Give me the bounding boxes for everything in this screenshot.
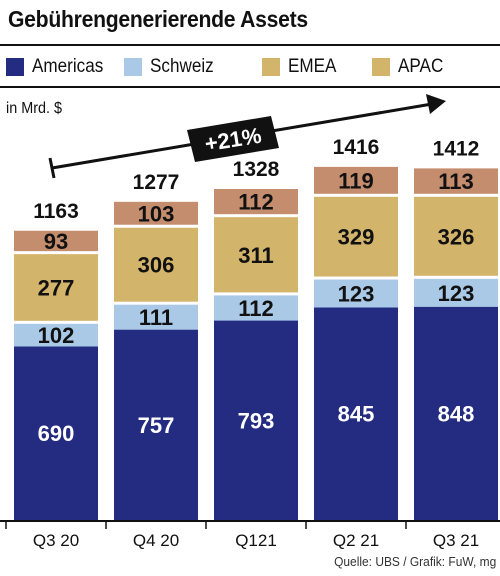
- legend-swatch-americas: [6, 58, 24, 76]
- legend-item-emea: EMEA: [262, 56, 342, 78]
- data-label-schweiz: 102: [38, 323, 75, 348]
- bar-segment-americas: [414, 306, 498, 520]
- growth-arrow-start-cap: [48, 157, 56, 179]
- unit-label: in Mrd. $: [6, 100, 63, 117]
- data-label-schweiz: 123: [438, 281, 475, 306]
- legend-item-americas: Americas: [6, 56, 111, 78]
- data-label-americas: 793: [238, 408, 275, 433]
- data-label-emea: 277: [38, 275, 75, 300]
- bar-segment-schweiz: [314, 279, 398, 308]
- bar-segment-schweiz: [14, 323, 98, 347]
- bar-segment-apac: [314, 166, 398, 194]
- bar-segment-americas: [214, 320, 298, 520]
- data-label-apac: 93: [44, 229, 68, 254]
- total-label: 1277: [133, 171, 180, 194]
- bar-segment-emea: [14, 254, 98, 321]
- data-label-americas: 848: [438, 401, 475, 426]
- bar-segment-apac: [14, 230, 98, 252]
- category-label: Q2 21: [333, 531, 379, 550]
- legend-swatch-emea: [262, 58, 280, 76]
- legend-rule: [0, 86, 500, 88]
- total-label: 1163: [33, 200, 79, 223]
- bar-segment-schweiz: [214, 295, 298, 321]
- growth-arrowhead: [426, 94, 446, 114]
- legend-swatch-apac: [372, 58, 390, 76]
- data-label-apac: 119: [338, 168, 374, 193]
- bar-segment-emea: [414, 196, 498, 276]
- category-label: Q121: [235, 531, 277, 550]
- data-label-apac: 112: [238, 190, 274, 215]
- category-label: Q3 20: [33, 531, 79, 550]
- data-label-americas: 757: [138, 413, 175, 438]
- bar-segment-americas: [314, 307, 398, 520]
- total-label: 1416: [333, 136, 380, 159]
- growth-arrow-layer: +21%: [48, 94, 446, 179]
- legend-label-americas: Americas: [32, 56, 104, 77]
- bars-layer: 690 102 277 93 1163 Q3 20 757 111 306 103 1277 Q4 2…: [0, 136, 500, 550]
- bar-segment-emea: [114, 227, 198, 302]
- category-label: Q3 21: [433, 531, 479, 550]
- bar-segment-schweiz: [414, 278, 498, 307]
- top-rule: [0, 44, 500, 46]
- bar-segment-emea: [214, 217, 298, 293]
- data-label-schweiz: 112: [238, 296, 274, 321]
- legend-label-apac: APAC: [398, 56, 444, 77]
- growth-label-box: [187, 116, 279, 162]
- bar-segment-apac: [114, 201, 198, 225]
- data-label-apac: 113: [438, 169, 474, 194]
- data-label-apac: 103: [138, 201, 175, 226]
- legend-label-emea: EMEA: [288, 56, 337, 77]
- bar-segment-apac: [214, 189, 298, 215]
- data-label-emea: 329: [338, 225, 375, 250]
- bar-segment-schweiz: [114, 304, 198, 330]
- bar-segment-emea: [314, 196, 398, 277]
- data-label-emea: 311: [238, 243, 274, 268]
- source-note: Quelle: UBS / Grafik: FuW, mg: [333, 554, 496, 569]
- bar-segment-americas: [114, 329, 198, 520]
- legend: Americas Schweiz EMEA APAC: [0, 53, 500, 83]
- chart-title: Gebührengenerierende Assets: [8, 6, 308, 32]
- data-label-schweiz: 111: [139, 305, 173, 330]
- data-label-emea: 306: [138, 253, 175, 278]
- total-label: 1328: [233, 158, 280, 181]
- data-label-americas: 690: [38, 421, 75, 446]
- data-label-emea: 326: [438, 224, 475, 249]
- data-label-schweiz: 123: [338, 282, 375, 307]
- bar-segment-apac: [414, 168, 498, 194]
- legend-label-schweiz: Schweiz: [150, 56, 214, 77]
- legend-item-schweiz: Schweiz: [124, 56, 221, 78]
- bar-segment-americas: [14, 346, 98, 520]
- legend-item-apac: APAC: [372, 56, 448, 78]
- data-label-americas: 845: [338, 402, 375, 427]
- legend-swatch-schweiz: [124, 58, 142, 76]
- category-label: Q4 20: [133, 531, 179, 550]
- total-label: 1412: [433, 137, 480, 160]
